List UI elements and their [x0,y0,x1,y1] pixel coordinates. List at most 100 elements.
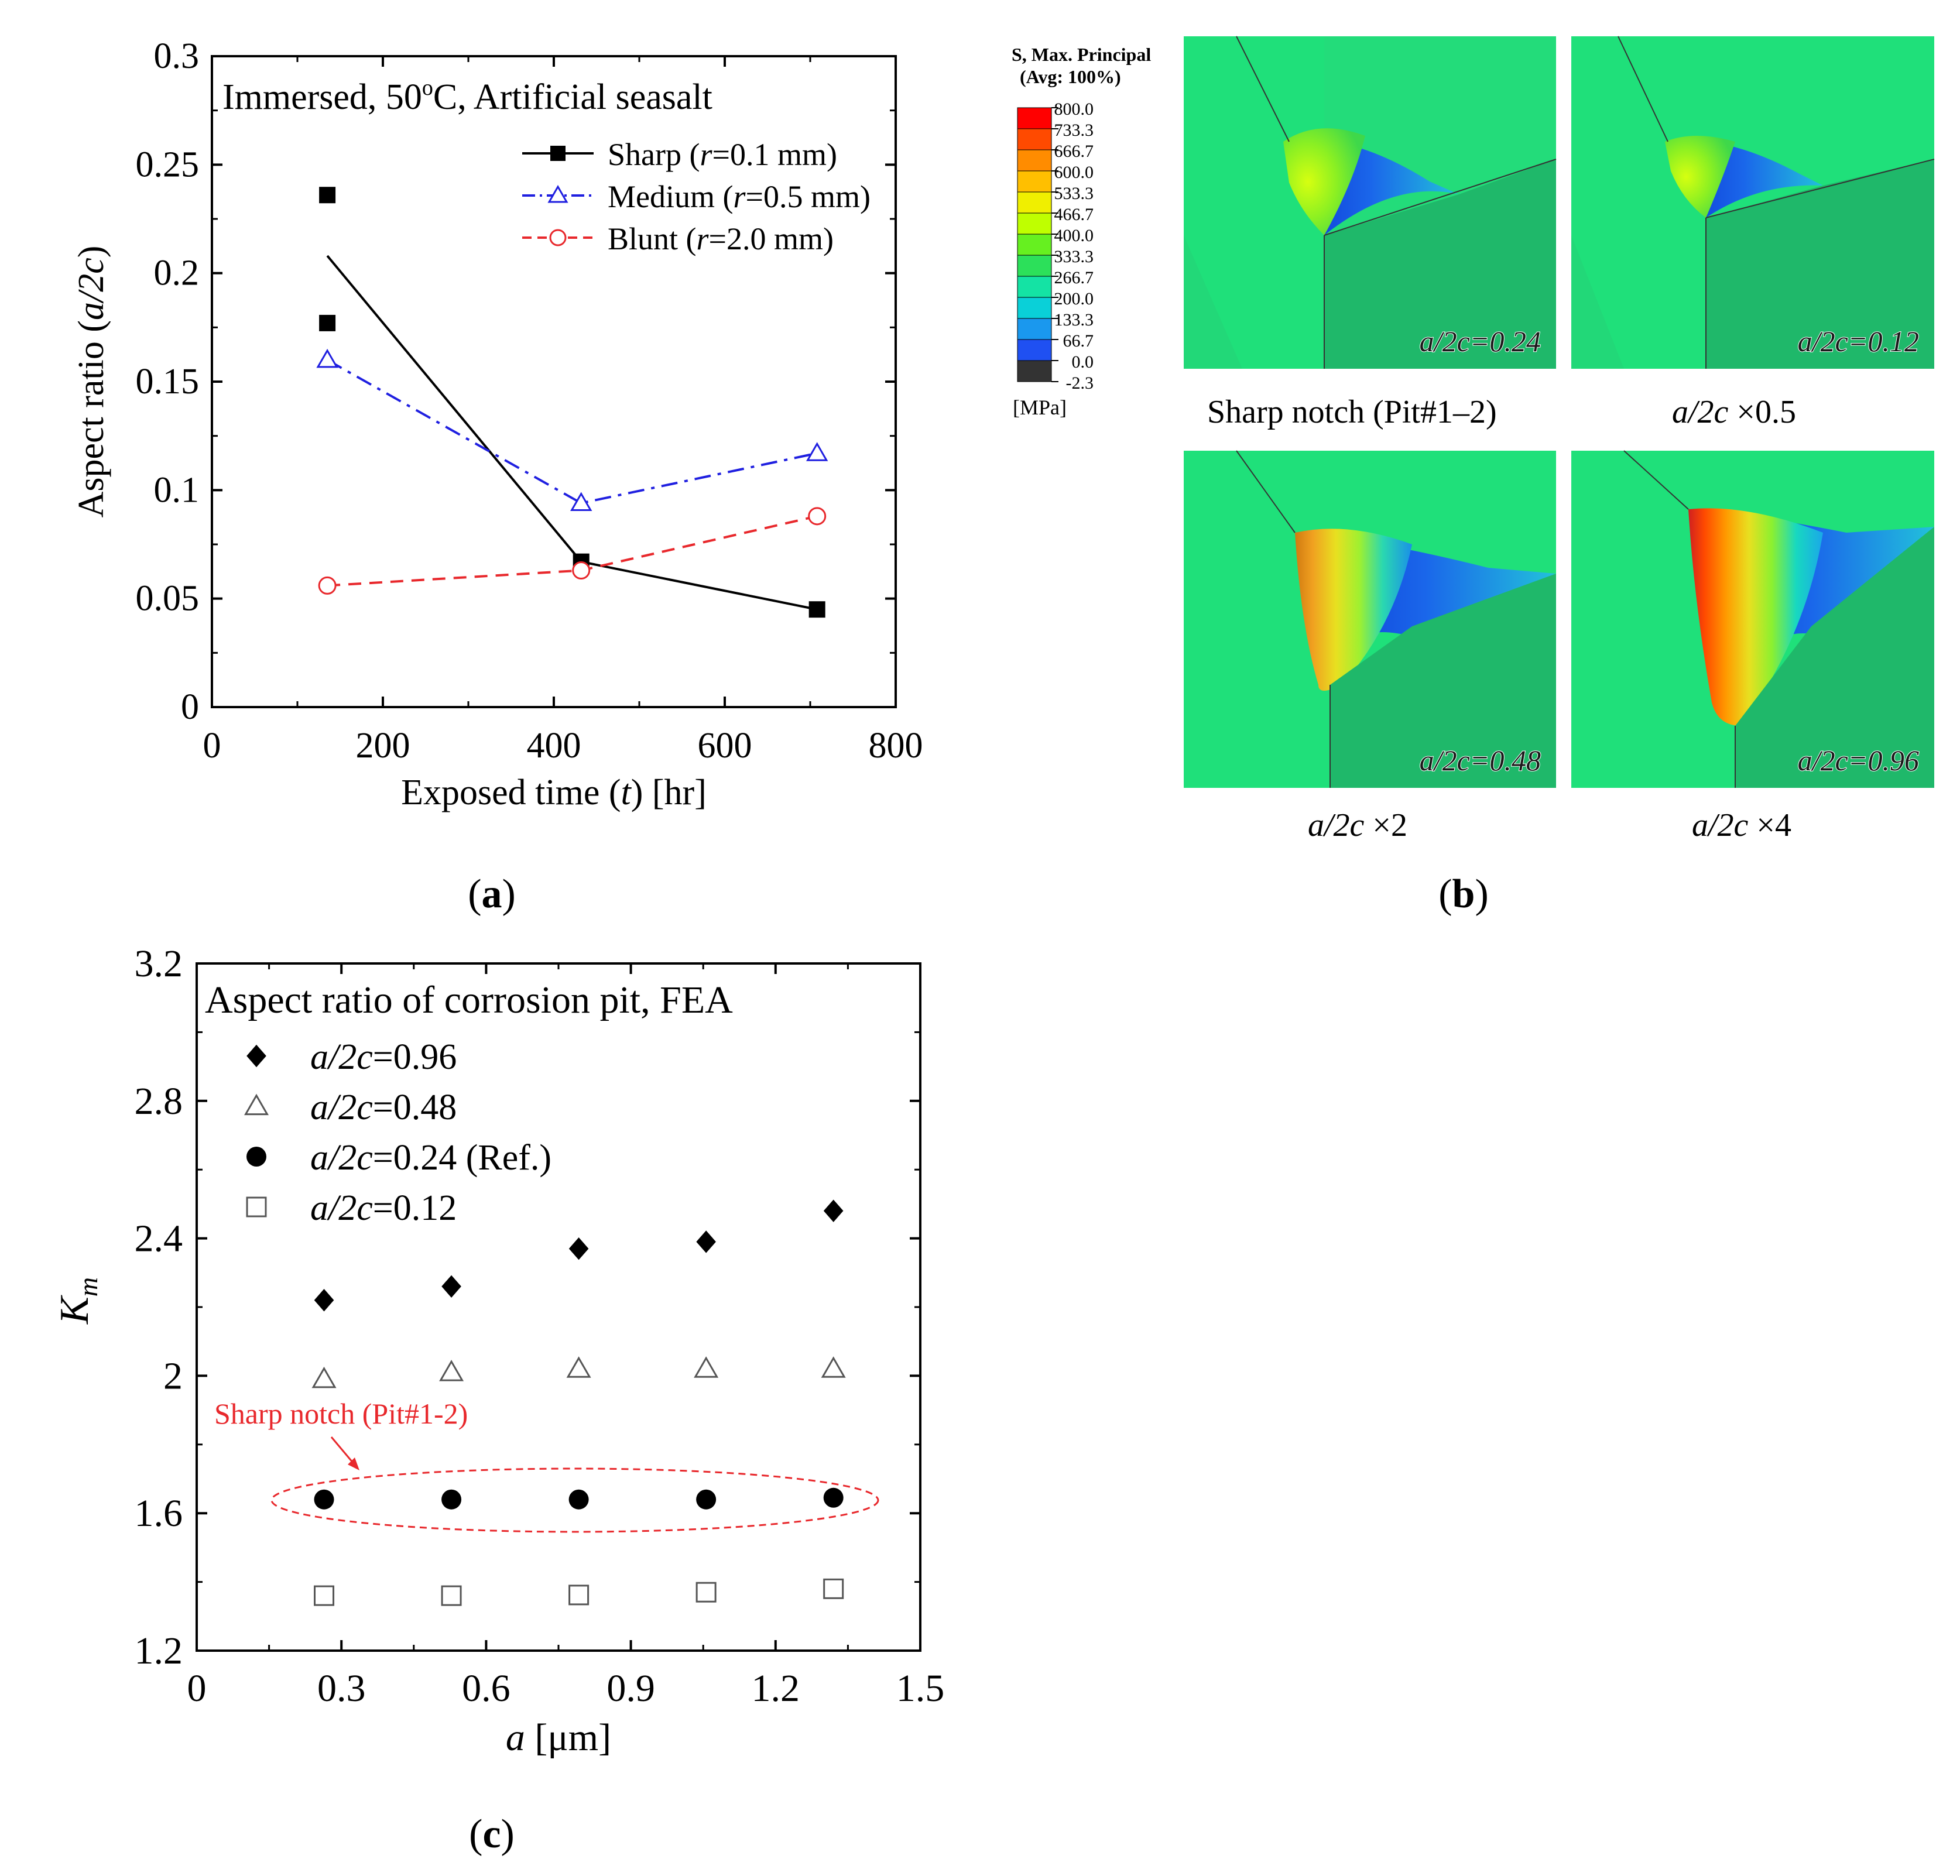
legend-marker [246,1147,266,1167]
x-tick-label: 600 [698,726,752,766]
contour-panel-1-value: a/2c=0.24 [1420,325,1541,358]
colorbar-swatch [1017,234,1052,256]
panel-label-a: (a) [468,872,516,917]
x-tick-label: 200 [356,726,410,766]
legend-label-var: a/2c [310,1138,373,1178]
y-tick-label: 2.4 [135,1217,183,1260]
data-point [568,1585,590,1606]
x-tick-label: 0.6 [462,1667,510,1710]
contour-panel-1: a/2c=0.24 [1184,36,1557,369]
y-tick-label: 2.8 [135,1080,183,1123]
y-tick-label: 0.3 [154,36,200,76]
y-tick-label: 0.05 [136,579,200,619]
panel-c-data-points [311,1199,846,1606]
legend-label-prefix: Medium ( [608,179,733,214]
contour-caption-3: a/2c ×2 [1308,807,1407,843]
panel-label-b: (b) [1438,872,1489,917]
series-line [326,255,818,611]
data-point [806,442,828,461]
panel-c-x-axis-label: a [μm] [506,1716,611,1759]
data-point [439,1360,464,1381]
data-point [566,1356,591,1378]
colorbar-level-label: 266.7 [1054,268,1094,287]
legend-label-var: r [700,137,712,172]
legend-label-var: a/2c [310,1088,373,1127]
data-point [319,314,336,331]
y-tick-label: 0.15 [136,362,200,402]
x-tick-label: 0.9 [606,1667,655,1710]
legend-label: a/2c=0.48 [310,1088,457,1127]
data-point [311,1366,337,1388]
colorbar: 800.0 733.3 666.7 600.0 533.3 466.7 400.0 333.3… [1017,100,1094,393]
y-tick-label: 0 [181,687,199,727]
legend-label-suffix: =0.96 [373,1037,457,1077]
panel-a-legend: Sharp (r=0.1 mm)Medium (r=0.5 mm)Blunt (… [522,137,871,256]
legend-marker [244,1093,269,1116]
annotation-arrow-head [348,1457,359,1470]
legend-label-var: r [733,179,746,214]
data-point [821,1356,846,1378]
panel-c-ticks [196,962,921,1652]
legend-marker [246,1196,267,1217]
data-point [441,1489,462,1510]
panel-label-c: (c) [469,1812,515,1857]
colorbar-swatch [1017,212,1052,235]
colorbar-level-label: 533.3 [1054,184,1094,203]
legend-label-var: r [697,221,710,256]
colorbar-level-label: 666.7 [1054,142,1094,161]
legend-label: Medium (r=0.5 mm) [608,179,871,214]
legend-label: a/2c=0.96 [310,1037,457,1077]
contour-panel-4-value: a/2c=0.96 [1798,744,1919,777]
data-point [695,1582,717,1603]
colorbar-level-label: -2.3 [1066,373,1094,393]
legend-label-suffix: =0.48 [373,1088,457,1127]
contour-panel-3-value: a/2c=0.48 [1420,744,1541,777]
colorbar-level-label: 133.3 [1054,310,1094,330]
colorbar-swatch [1017,128,1052,150]
x-tick-label: 0 [187,1667,207,1710]
legend-marker [549,229,567,246]
panel-a-x-axis-label: Exposed time (t) [hr] [401,773,707,812]
data-point [808,601,825,618]
data-point [316,348,338,368]
panel-c-y-axis-label: Km [52,1277,103,1325]
legend-label-prefix: Sharp ( [608,137,700,172]
panel-c-title: Aspect ratio of corrosion pit, FEA [205,979,733,1021]
data-point [314,1489,334,1510]
data-point [568,1237,589,1260]
contour-panel-4: a/2c=0.96 [1571,450,1934,788]
data-point [823,1578,844,1599]
data-point [314,1289,334,1312]
contour-panel-2-value: a/2c=0.12 [1798,325,1919,358]
legend-marker [550,146,566,161]
colorbar-level-label: 800.0 [1054,100,1094,119]
y-tick-label: 0.2 [154,253,200,293]
panel-a-title: Immersed, 50oC, Artificial seasalt [222,76,712,117]
colorbar-swatch [1017,191,1052,214]
colorbar-level-label: 600.0 [1054,163,1094,182]
data-point [570,492,592,511]
colorbar-level-label: 466.7 [1054,205,1094,224]
legend-label-suffix: =0.24 (Ref.) [373,1138,551,1178]
colorbar-level-label: 400.0 [1054,226,1094,245]
data-point [319,187,336,204]
panel-b-stress-contours: S, Max. Principal (Avg: 100%) 800.0 733.3… [1012,36,1935,843]
colorbar-level-label: 0.0 [1072,352,1094,372]
x-tick-label: 0.3 [317,1667,366,1710]
colorbar-unit: [MPa] [1013,396,1067,419]
legend-label-suffix: =0.1 mm) [712,137,837,172]
contour-panel-3: a/2c=0.48 [1184,450,1556,788]
panel-c-chart: 0 0.3 0.6 0.9 1.2 1.51.21.622.42.83.2 a [μm] … [52,942,944,1759]
sharp-notch-highlight-ellipse [270,1467,879,1533]
legend-label-prefix: Blunt ( [608,221,697,256]
panel-a-ticks [211,55,897,708]
data-point [696,1230,716,1253]
colorbar-swatch [1017,318,1052,340]
colorbar-level-label: 200.0 [1054,289,1094,308]
colorbar-swatch [1017,255,1052,277]
legend-label-suffix: =0.5 mm) [746,179,871,214]
data-point [441,1275,461,1298]
data-point [314,1585,335,1606]
